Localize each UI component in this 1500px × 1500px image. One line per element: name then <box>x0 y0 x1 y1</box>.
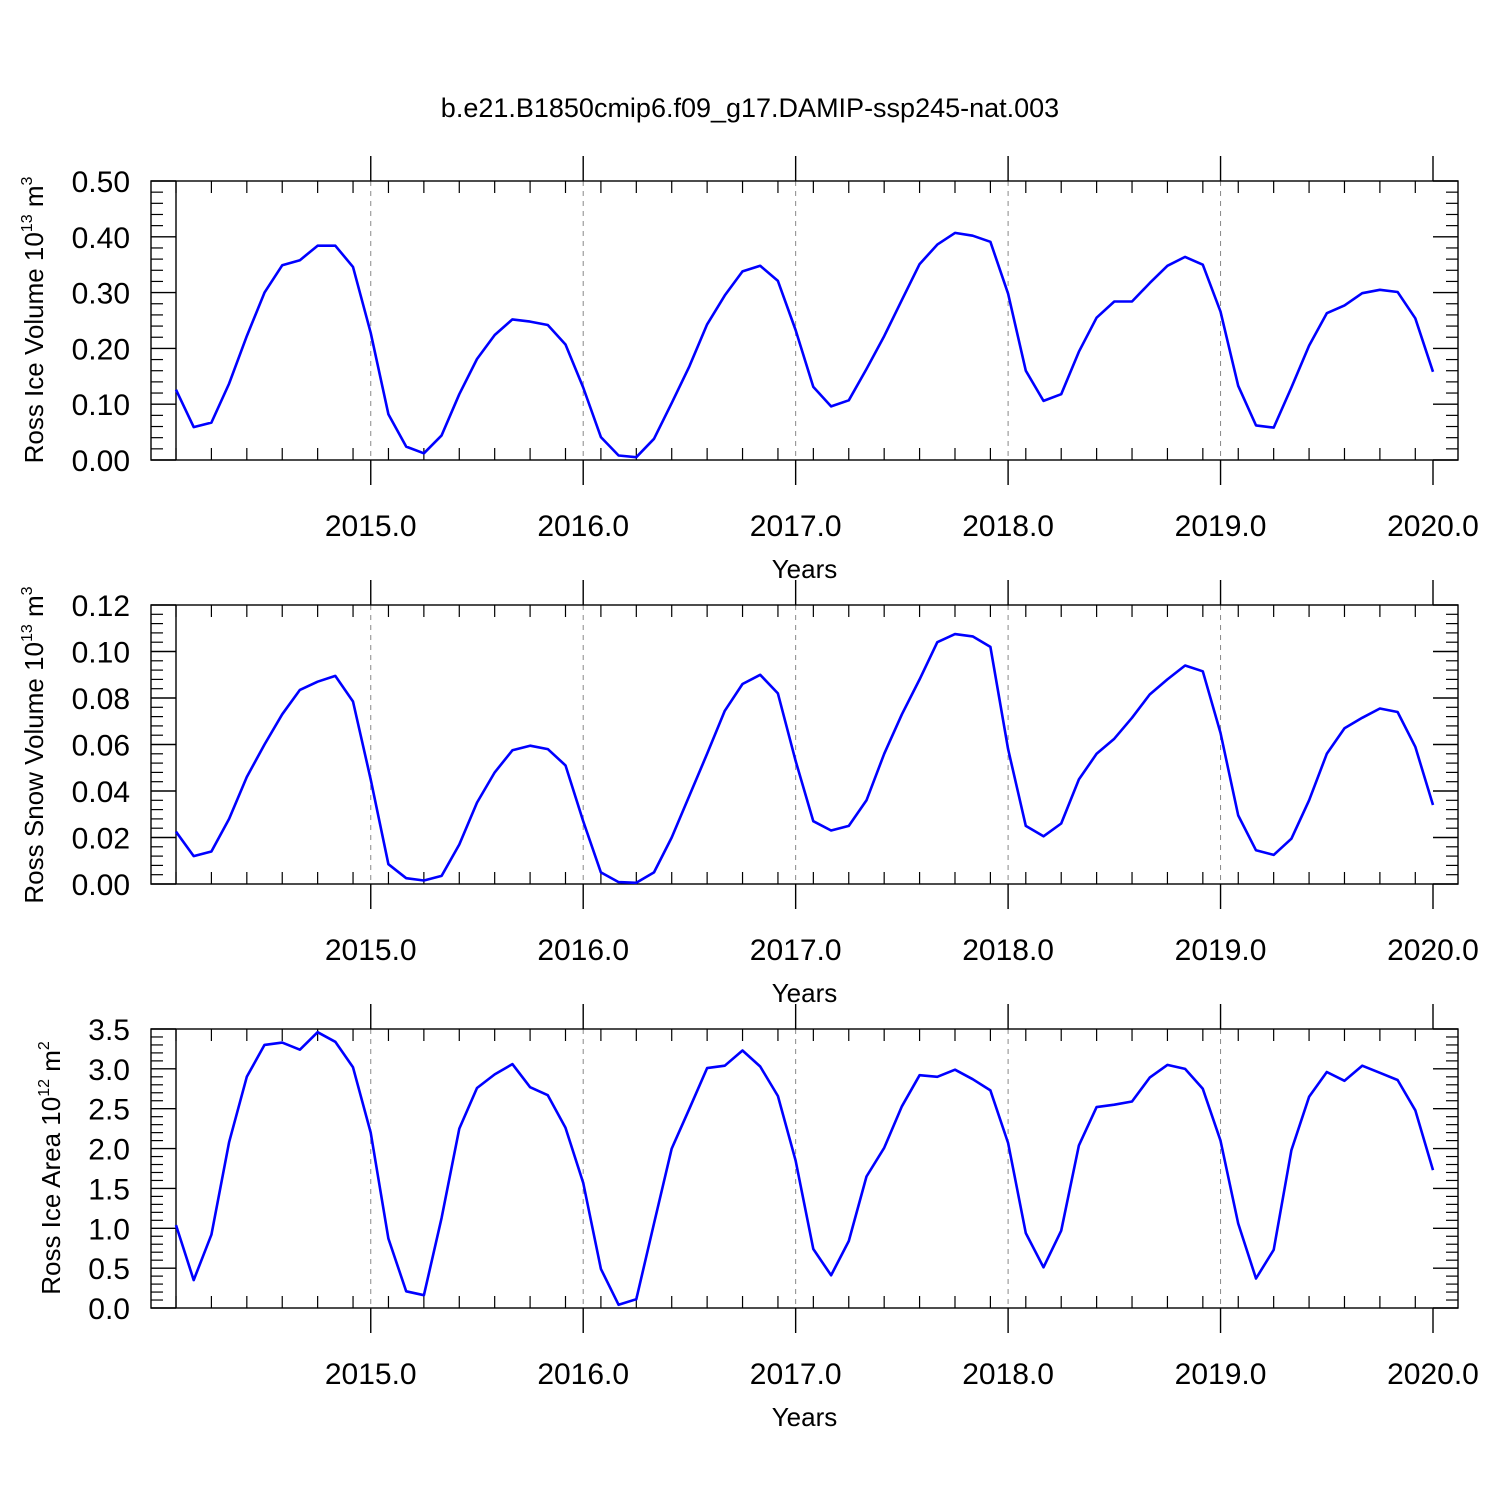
y-tick-label: 0.20 <box>72 333 130 366</box>
plot-frame <box>150 180 1459 461</box>
x-axis-label: Years <box>772 554 838 584</box>
series-line <box>174 231 1435 459</box>
panel-3: 2015.0 2016.0 2017.0 2018.0 2019.0 2020.0 0.0 0… <box>36 1004 1479 1432</box>
x-axis-label: Years <box>772 978 838 1008</box>
panel-1: 2015.0 2016.0 2017.0 2018.0 2019.0 2020.0 0.00… <box>19 156 1479 584</box>
figure-title: b.e21.B1850cmip6.f09_g17.DAMIP-ssp245-na… <box>441 93 1059 123</box>
x-tick-label: 2019.0 <box>1175 934 1267 967</box>
y-tick-label: 0.02 <box>72 823 130 856</box>
y-tick-label: 0.08 <box>72 683 130 716</box>
y-axis-label: Ross Snow Volume 1013 m3 <box>19 586 49 903</box>
plot-frame <box>150 604 1459 885</box>
x-tick-label: 2018.0 <box>962 934 1054 967</box>
y-tick-label: 0.0 <box>88 1293 130 1326</box>
x-tick-label: 2018.0 <box>962 510 1054 543</box>
y-tick-label: 2.5 <box>88 1094 130 1127</box>
y-tick-label: 3.0 <box>88 1054 130 1087</box>
y-axis-label: Ross Ice Area 1012 m2 <box>36 1041 66 1295</box>
y-tick-label: 0.10 <box>72 389 130 422</box>
y-tick-label: 0.30 <box>72 278 130 311</box>
x-tick-label: 2020.0 <box>1387 934 1479 967</box>
x-tick-label: 2015.0 <box>325 510 417 543</box>
x-tick-label: 2015.0 <box>325 934 417 967</box>
series-line <box>174 632 1435 885</box>
y-tick-label: 2.0 <box>88 1134 130 1167</box>
x-axis-label: Years <box>772 1402 838 1432</box>
y-tick-label: 0.50 <box>72 166 130 199</box>
x-tick-label: 2020.0 <box>1387 510 1479 543</box>
x-tick-label: 2017.0 <box>750 934 842 967</box>
y-tick-label: 0.5 <box>88 1253 130 1286</box>
y-tick-label: 0.10 <box>72 637 130 670</box>
x-tick-label: 2016.0 <box>537 510 629 543</box>
series-line <box>174 1030 1435 1307</box>
x-tick-label: 2017.0 <box>750 1358 842 1391</box>
y-axis-label: Ross Ice Volume 1013 m3 <box>19 176 49 463</box>
x-tick-label: 2015.0 <box>325 1358 417 1391</box>
y-tick-label: 1.0 <box>88 1213 130 1246</box>
y-tick-label: 0.12 <box>72 590 130 623</box>
y-tick-label: 1.5 <box>88 1173 130 1206</box>
plot-frame <box>150 1028 1459 1309</box>
x-tick-label: 2017.0 <box>750 510 842 543</box>
x-tick-label: 2019.0 <box>1175 1358 1267 1391</box>
x-tick-label: 2020.0 <box>1387 1358 1479 1391</box>
y-tick-label: 0.00 <box>72 445 130 478</box>
x-tick-label: 2016.0 <box>537 934 629 967</box>
y-tick-label: 0.06 <box>72 730 130 763</box>
panel-2: 2015.0 2016.0 2017.0 2018.0 2019.0 2020.0 0.00… <box>19 580 1479 1008</box>
x-tick-label: 2016.0 <box>537 1358 629 1391</box>
y-tick-label: 0.00 <box>72 869 130 902</box>
x-tick-label: 2018.0 <box>962 1358 1054 1391</box>
y-tick-label: 0.40 <box>72 222 130 255</box>
x-tick-label: 2019.0 <box>1175 510 1267 543</box>
y-tick-label: 0.04 <box>72 776 130 809</box>
y-tick-label: 3.5 <box>88 1014 130 1047</box>
